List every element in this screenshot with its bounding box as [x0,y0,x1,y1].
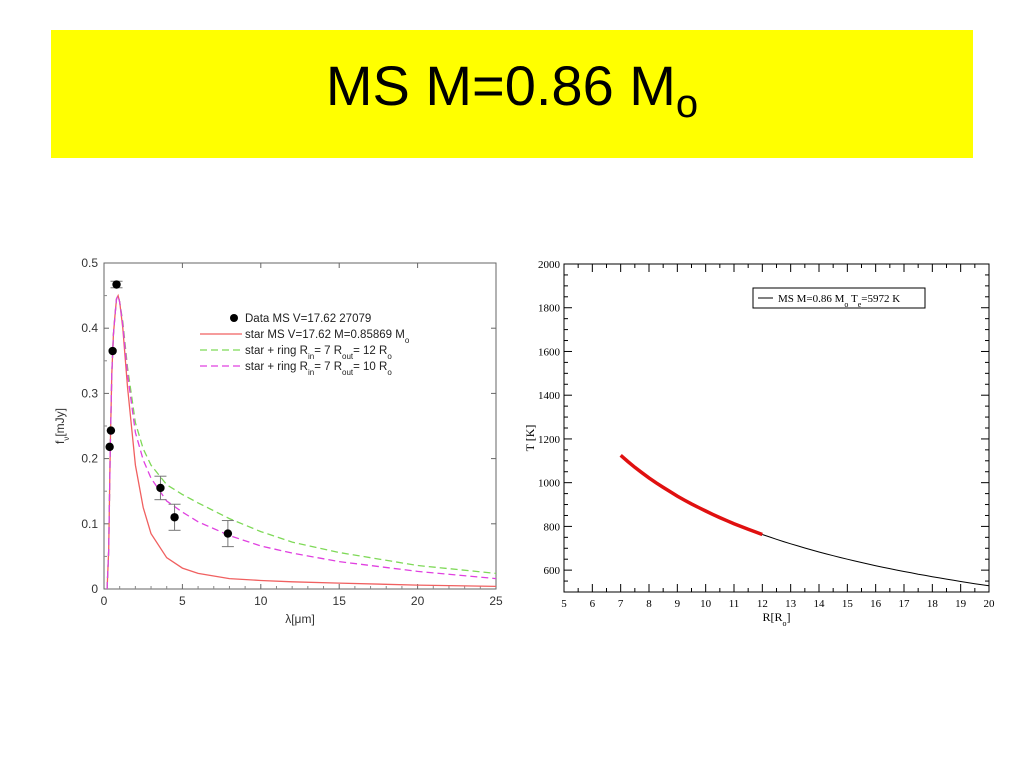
series-ring10-line [106,293,497,590]
y-tick-label: 600 [544,565,561,577]
data-point [105,442,114,452]
x-tick-label: 16 [870,598,882,610]
x-tick-label: 6 [590,598,596,610]
x-tick-label: 20 [984,598,996,610]
x-tick-label: 5 [179,594,186,608]
data-point [223,529,233,538]
x-tick-label: 14 [814,598,826,610]
temperature-ring-segment [619,453,763,537]
y-tick-label: 1200 [538,434,561,446]
title-banner: MS M=0.86 Mo [51,30,973,158]
y-tick-label: 1800 [538,303,561,315]
x-tick-label: 12 [757,598,768,610]
legend-label: star + ring Rin= 7 Rout= 10 Ro [245,361,392,377]
y-tick-label: 2000 [538,259,561,271]
x-axis-label: R[Ro] [762,610,790,628]
y-tick-label: 0.5 [81,256,98,270]
temperature-chart: 5 6 7 8 9 10 11 12 13 14 15 16 17 18 19 20 600 800 1000 120… [523,259,996,628]
x-tick-label: 18 [927,598,939,610]
temperature-line [762,534,989,587]
y-axis-label: T [K] [523,425,537,452]
spectrum-chart: 0 5 10 15 20 25 0 0.1 0.2 0.3 0.4 0.5 λ[μm] fν[mJy] Da… [53,256,503,626]
x-tick-label: 11 [729,598,740,610]
y-tick-label: 0.2 [81,452,98,466]
x-tick-label: 10 [700,598,712,610]
x-tick-label: 25 [489,594,503,608]
y-tick-label: 0 [91,582,98,596]
legend-label: star MS V=17.62 M=0.85869 Mo [245,329,410,345]
y-axis-label: fν[mJy] [53,408,71,444]
x-tick-label: 0 [101,594,108,608]
x-tick-label: 10 [254,594,268,608]
x-tick-label: 20 [411,594,425,608]
x-tick-label: 15 [842,598,854,610]
x-tick-label: 17 [899,598,911,610]
x-tick-label: 5 [561,598,567,610]
y-tick-label: 0.4 [81,321,98,335]
page-title: MS M=0.86 Mo [325,54,699,126]
data-point [156,483,165,493]
y-tick-label: 1400 [538,390,561,402]
legend-marker [230,314,238,322]
plot-frame [563,263,990,593]
x-tick-label: 15 [333,594,347,608]
legend-label: MS M=0.86 Mo Te=5972 K [778,293,900,309]
plot-frame [103,262,497,590]
data-point [108,346,117,356]
x-tick-label: 13 [785,598,797,610]
y-tick-label: 0.3 [81,386,98,400]
y-tick-label: 800 [544,521,561,533]
x-tick-label: 8 [646,598,652,610]
x-axis-label: λ[μm] [285,612,315,626]
legend-label: Data MS V=17.62 27079 [245,313,371,325]
data-point [170,513,179,522]
y-tick-label: 1000 [538,478,561,490]
data-point [106,426,116,435]
y-tick-label: 0.1 [81,517,98,531]
y-tick-label: 1600 [538,346,561,358]
x-tick-label: 7 [618,598,624,610]
data-point [112,280,121,289]
legend-label: star + ring Rin= 7 Rout= 12 Ro [245,345,392,361]
legend-box [752,287,926,309]
x-tick-label: 9 [675,598,681,610]
series-ring12-line [106,293,497,590]
title-subscript: o [675,82,699,126]
x-tick-label: 19 [955,598,967,610]
